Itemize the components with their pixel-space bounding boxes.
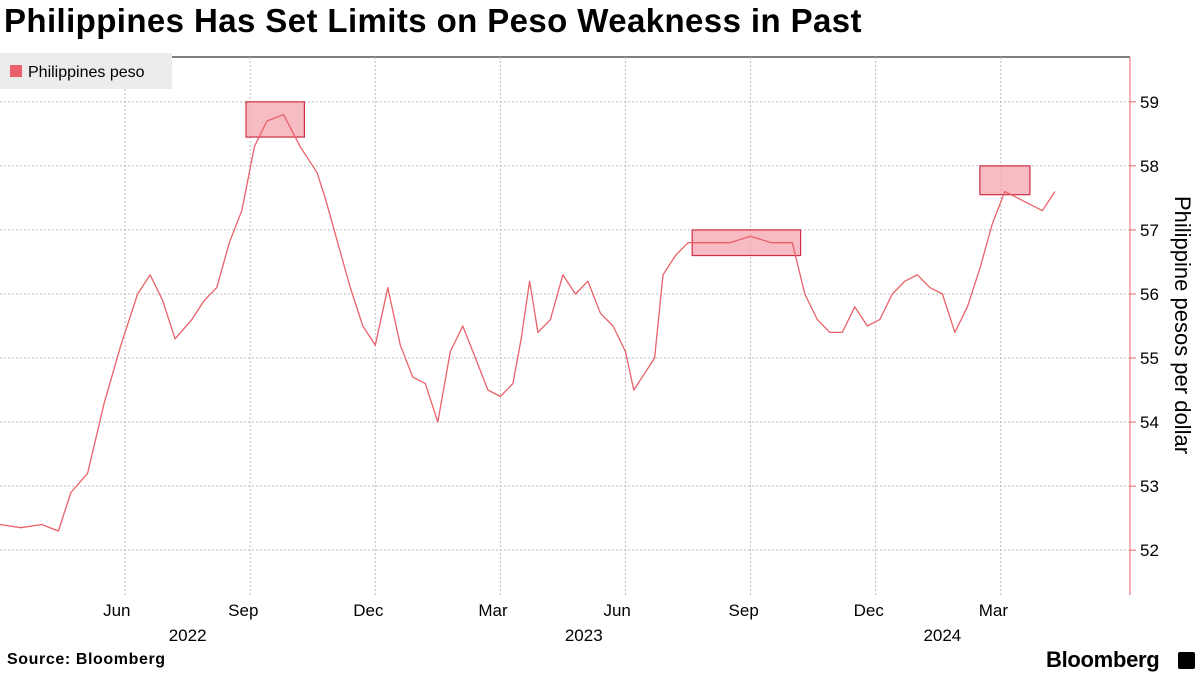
x-tick-label: Mar — [979, 601, 1009, 620]
grid-layer — [0, 57, 1130, 595]
x-year-label: 2022 — [169, 626, 207, 645]
y-tick-label: 56 — [1140, 285, 1159, 304]
y-tick-label: 55 — [1140, 349, 1159, 368]
legend-label: Philippines peso — [28, 64, 145, 81]
y-tick-label: 57 — [1140, 221, 1159, 240]
y-axis-layer: 52 53 54 55 56 57 58 59 — [1129, 57, 1159, 595]
highlight-band — [979, 165, 1031, 196]
bloomberg-logo-text: Bloomberg — [1046, 647, 1160, 672]
y-tick-label: 53 — [1140, 477, 1159, 496]
highlight-band-layer — [245, 101, 1031, 257]
x-year-label: 2023 — [565, 626, 603, 645]
x-tick-label: Jun — [103, 601, 130, 620]
x-year-label: 2024 — [923, 626, 961, 645]
y-axis-title: Philippine pesos per dollar — [1170, 196, 1195, 454]
x-tick-label: Mar — [478, 601, 508, 620]
series-line-philippines-peso — [0, 113, 1056, 532]
y-tick-label: 58 — [1140, 157, 1159, 176]
x-tick-label: Sep — [729, 601, 759, 620]
x-axis-labels: Jun Sep Dec Mar Jun Sep Dec Mar 2022 2023 2024 — [103, 601, 1008, 645]
y-tick-label: 52 — [1140, 541, 1159, 560]
source-text: Source: Bloomberg — [7, 651, 166, 668]
legend: Philippines peso — [0, 53, 172, 89]
y-tick-label: 54 — [1140, 413, 1159, 432]
chart-title: Philippines Has Set Limits on Peso Weakn… — [4, 2, 862, 39]
x-tick-label: Sep — [228, 601, 258, 620]
series-layer — [0, 113, 1056, 532]
x-tick-label: Dec — [854, 601, 885, 620]
x-tick-label: Jun — [603, 601, 630, 620]
highlight-band — [245, 101, 305, 138]
x-tick-label: Dec — [353, 601, 384, 620]
legend-background — [0, 53, 172, 89]
y-tick-label: 59 — [1140, 93, 1159, 112]
bloomberg-logo-icon — [1178, 652, 1195, 669]
legend-swatch — [10, 65, 22, 77]
